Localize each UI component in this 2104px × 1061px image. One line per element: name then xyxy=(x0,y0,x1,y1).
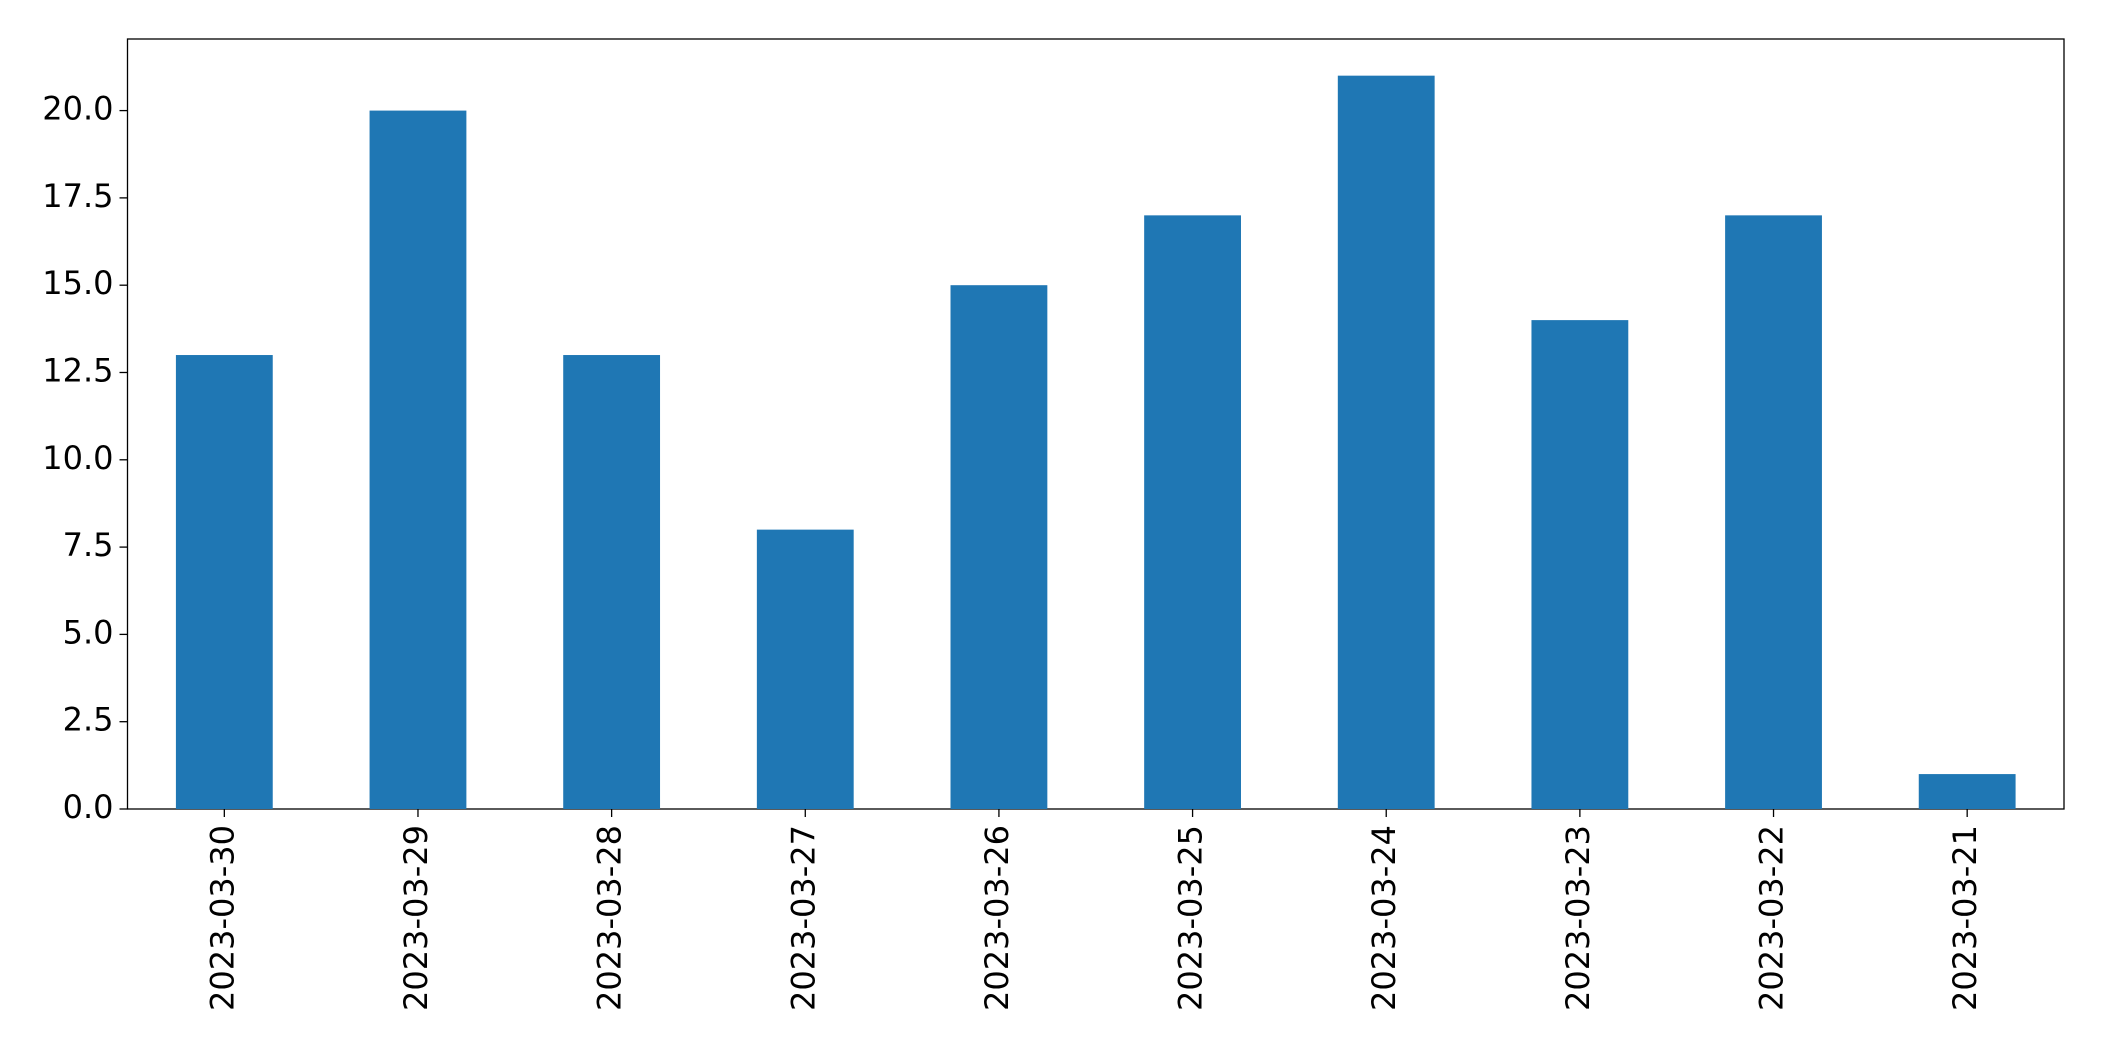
x-tick-label: 2023-03-27 xyxy=(784,825,822,1011)
bar xyxy=(1531,320,1629,809)
x-tick-label: 2023-03-26 xyxy=(978,825,1016,1011)
bar xyxy=(756,529,854,809)
bar xyxy=(1918,774,2016,809)
x-tick-label: 2023-03-21 xyxy=(1946,825,1984,1011)
y-tick-label: 20.0 xyxy=(42,90,113,128)
bar xyxy=(1144,215,1241,809)
x-tick-label: 2023-03-22 xyxy=(1753,825,1791,1011)
y-tick-label: 15.0 xyxy=(42,264,113,302)
y-tick-label: 0.0 xyxy=(63,788,114,826)
bar xyxy=(369,110,467,810)
bar xyxy=(175,355,273,809)
x-tick-label: 2023-03-30 xyxy=(203,825,241,1011)
y-tick-label: 7.5 xyxy=(63,526,114,564)
y-tick-label: 10.0 xyxy=(42,439,113,477)
x-tick-label: 2023-03-23 xyxy=(1559,825,1597,1011)
y-tick-label: 17.5 xyxy=(42,177,113,215)
y-tick-label: 12.5 xyxy=(42,351,113,389)
bar xyxy=(1725,215,1822,809)
y-tick-label: 5.0 xyxy=(63,613,114,651)
y-tick-label: 2.5 xyxy=(63,701,114,739)
bar xyxy=(1337,75,1435,809)
x-tick-label: 2023-03-25 xyxy=(1172,825,1210,1011)
bar xyxy=(563,355,661,809)
x-tick-label: 2023-03-24 xyxy=(1365,825,1403,1011)
bar xyxy=(950,285,1048,809)
x-tick-label: 2023-03-29 xyxy=(397,825,435,1011)
x-tick-label: 2023-03-28 xyxy=(591,825,629,1011)
axes-frame xyxy=(126,38,2065,810)
